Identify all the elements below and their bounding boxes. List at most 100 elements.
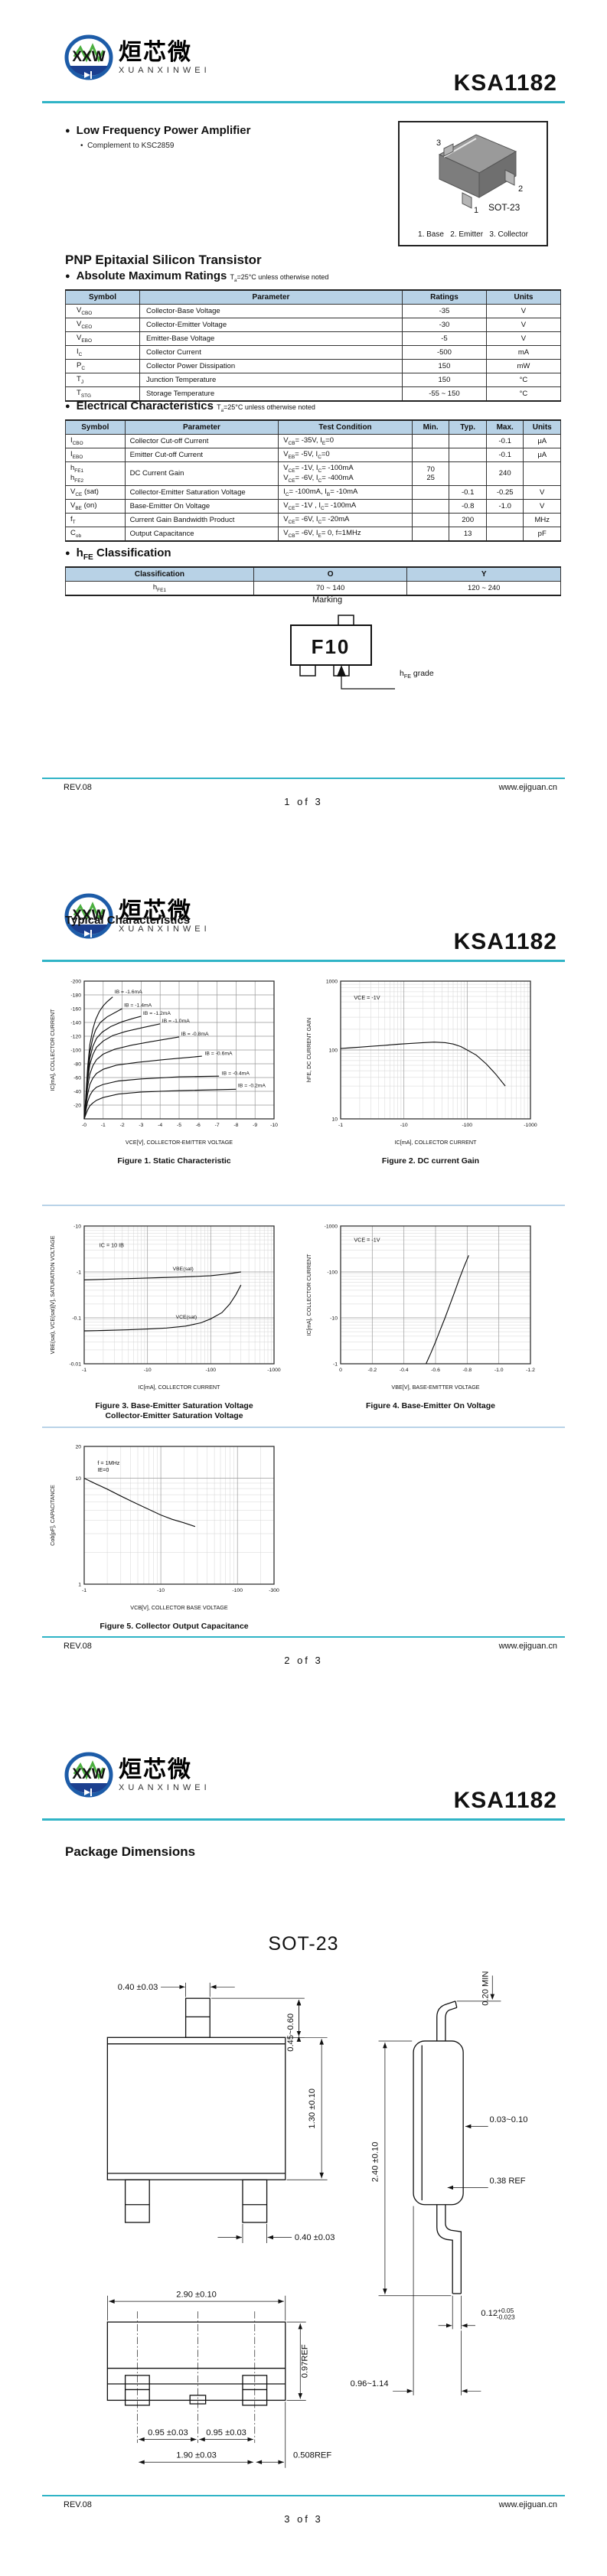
svg-text:-2: -2 [120,1123,125,1128]
column-header: O [253,566,408,582]
dim-lead-thickness: 0.03~0.10 [490,2115,528,2124]
table-row: hFE1 70 ~ 140 120 ~ 240 [65,581,561,596]
table-cell: -35 [401,304,487,318]
svg-text:-1: -1 [333,1361,338,1367]
table-cell: ICBO [65,434,126,448]
table-cell: Collector-Emitter Saturation Voltage [124,484,279,500]
company-name-en: XUANXINWEI [119,66,210,75]
table-cell: VCE= -1V , IC= -100mA [278,498,413,514]
table-cell: Collector Cut-off Current [124,434,279,448]
table-cell [485,512,524,527]
figure-1-chart: -0 -1 -2 -3 -4 -5 -6 -7 -8 -9 -10 -20 -40 -60 -80 -100 -… [46,972,302,1153]
column-header: Test Condition [278,419,413,435]
package-preview-box: 3 2 1 SOT-23 1. Base 2. Emitter 3. Colle… [398,121,548,246]
svg-text:IB = -0.8mA: IB = -0.8mA [181,1032,210,1037]
svg-text:-100: -100 [327,1270,338,1275]
hfe-grade-label: hFE grade [400,669,434,680]
pin-caption: 1. Base 2. Emitter 3. Collector [418,230,528,239]
marking-code: F10 [312,635,351,658]
svg-text:-1000: -1000 [524,1123,537,1128]
website-link[interactable]: www.ejiguan.cn [498,2500,557,2509]
svg-text:10: 10 [75,1476,81,1482]
dim-foot-thickness: 0.12+0.05 -0.023 [481,2307,515,2320]
table-cell [411,434,450,448]
table-cell [449,448,487,462]
package-name-label: SOT-23 [488,202,521,213]
marking-diagram: Marking F10 hFE grade [245,595,505,709]
dim-bottom-body-width: 2.90 ±0.10 [176,2291,217,2300]
page-number: 1 of 3 [284,796,323,807]
abs-max-table-wrap: Symbol Parameter Ratings Units VCBO Collector… [64,289,562,402]
svg-text:-160: -160 [70,1006,81,1012]
website-link[interactable]: www.ejiguan.cn [498,783,557,792]
table-row: VBE (on) Base-Emitter On Voltage VCE= -1V … [65,498,561,514]
table-cell: -500 [401,345,487,360]
table-cell: 70 ~ 140 [253,581,408,596]
marking-title: Marking [312,595,343,605]
dim-top-lead-width: 0.40 ±0.03 [118,1983,158,1992]
svg-text:-0.4: -0.4 [400,1368,409,1373]
svg-text:-10: -10 [73,1224,81,1229]
column-header: Parameter [139,289,403,305]
pin-2-label: 2 [518,184,523,194]
svg-text:-300: -300 [269,1588,279,1593]
chart-svg: -1 -10 -100 -1000 -0.01 -0.1 -1 -10 IC[mA], COLL… [49,1224,281,1391]
svg-text:-140: -140 [70,1020,81,1026]
table-cell: TJ [64,373,141,387]
part-number: KSA1182 [453,1788,557,1813]
revision-label: REV.08 [64,2500,92,2509]
bottom-view-dim-lines [106,2295,306,2468]
column-header: Classification [65,566,254,582]
table-cell: VCB= -6V, IE= 0, f=1MHz [278,526,413,542]
svg-text:-3: -3 [139,1123,143,1128]
svg-text:-0.2: -0.2 [367,1368,377,1373]
bullet-icon: ● [65,272,70,281]
figure-2-block: -1 -10 -100 -1000 10 100 1000 IC[mA], COLLECTOR… [302,972,559,1166]
svg-text:-100: -100 [232,1588,243,1593]
column-header: Units [485,289,562,305]
svg-text:10: 10 [331,1117,338,1122]
svg-text:hFE, DC CURRENT GAIN: hFE, DC CURRENT GAIN [305,1018,312,1082]
table-cell: pF [523,526,561,542]
company-name-cn: 烜芯微 [119,40,192,65]
table-cell: Emitter Cut-off Current [124,448,279,462]
table-cell: Current Gain Bandwidth Product [124,512,279,527]
table-cell: VCEO [64,318,141,332]
elec-char-note: Ta=25°C unless otherwise noted [217,403,315,413]
dim-bottom-body-ref: 0.97REF [301,2344,310,2378]
table-cell: -0.1 [485,434,524,448]
company-logo: XXW 烜芯微 XUANXINWEI [64,892,210,941]
table-cell: VCB= -35V, IE=0 [278,434,413,448]
company-logo: XXW 烜芯微 XUANXINWEI [64,34,210,83]
svg-text:IC[mA], COLLECTOR CURRENT: IC[mA], COLLECTOR CURRENT [395,1139,478,1146]
svg-text:-4: -4 [158,1123,162,1128]
svg-text:-10: -10 [157,1588,165,1593]
svg-text:-10: -10 [270,1123,278,1128]
page-header: XXW 烜芯微 XUANXINWEI KSA1182 [42,1745,565,1821]
table-cell: Collector-Base Voltage [139,304,403,318]
svg-text:-0.6: -0.6 [431,1368,440,1373]
svg-text:-10: -10 [144,1368,152,1373]
column-header: Symbol [65,419,126,435]
figure-2-chart: -1 -10 -100 -1000 10 100 1000 IC[mA], COLLECTOR… [302,972,559,1153]
package-name-title: SOT-23 [268,1933,339,1955]
table-cell: mA [485,345,562,360]
svg-text:-1: -1 [77,1270,81,1275]
feature-title: ● Low Frequency Power Amplifier [65,124,251,137]
table-row: VCEO Collector-Emitter Voltage -30 V [64,318,562,332]
svg-text:1: 1 [78,1582,81,1587]
company-name-en: XUANXINWEI [119,924,210,934]
table-cell: VCE= -6V, IC= -20mA [278,512,413,527]
website-link[interactable]: www.ejiguan.cn [498,1642,557,1651]
svg-text:-10: -10 [330,1316,338,1321]
table-row: ICBO Collector Cut-off Current VCB= -35V, … [65,434,561,448]
table-cell: DC Current Gain [124,461,279,486]
svg-text:-100: -100 [70,1048,81,1053]
marking-drawing: F10 [290,615,395,690]
svg-text:-1.2: -1.2 [526,1368,535,1373]
feature-subitem: • Complement to KSC2859 [80,142,175,150]
table-cell: -0.1 [485,448,524,462]
figure-1-caption: Figure 1. Static Characteristic [117,1156,231,1166]
svg-text:-180: -180 [70,993,81,998]
revision-label: REV.08 [64,1642,92,1651]
